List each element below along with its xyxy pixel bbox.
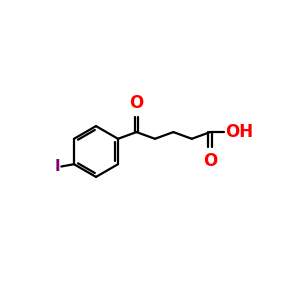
Text: O: O bbox=[129, 94, 144, 112]
Text: I: I bbox=[55, 159, 60, 174]
Text: OH: OH bbox=[225, 123, 254, 141]
Text: O: O bbox=[203, 152, 218, 170]
